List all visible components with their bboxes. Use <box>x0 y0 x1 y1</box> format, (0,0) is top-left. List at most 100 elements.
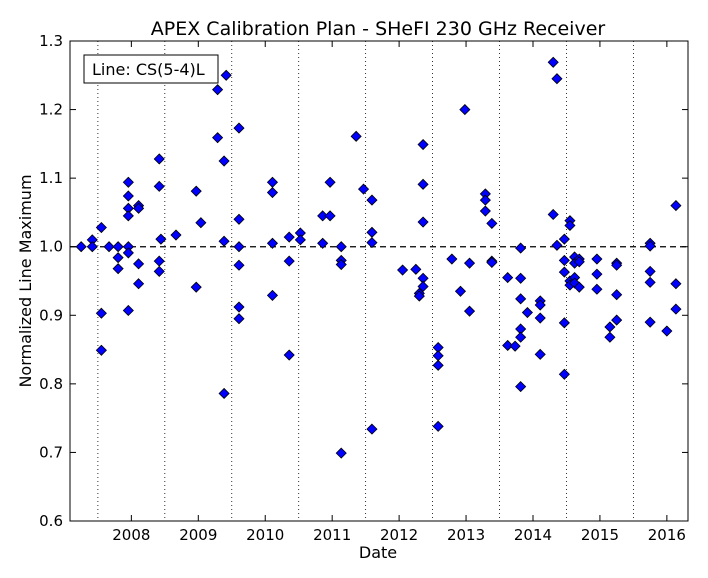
data-point <box>283 255 295 267</box>
data-point <box>515 272 527 284</box>
data-point <box>551 73 563 85</box>
data-point <box>534 348 546 360</box>
data-point <box>515 242 527 254</box>
y-tick-label: 0.7 <box>39 443 63 461</box>
data-point <box>479 194 491 206</box>
data-point <box>122 210 134 222</box>
data-point <box>558 266 570 278</box>
data-point <box>564 219 576 232</box>
data-point <box>95 344 107 356</box>
data-point <box>573 281 585 293</box>
data-point <box>233 122 245 134</box>
data-point <box>486 217 498 229</box>
data-point <box>335 258 347 271</box>
data-point <box>611 314 623 326</box>
x-tick-label: 2016 <box>648 526 686 544</box>
y-axis-label: Normalized Line Maximum <box>16 174 35 387</box>
data-point <box>335 241 347 253</box>
x-tick-label: 2013 <box>447 526 485 544</box>
data-point <box>463 305 476 317</box>
y-tick-label: 0.8 <box>39 375 63 393</box>
data-point <box>547 208 559 221</box>
data-point <box>233 213 245 225</box>
data-point <box>558 317 570 329</box>
data-point <box>502 272 514 284</box>
data-point <box>644 276 656 288</box>
data-point <box>195 217 207 229</box>
data-point <box>417 216 429 228</box>
data-point <box>670 200 682 212</box>
data-point <box>611 289 623 301</box>
data-point <box>294 234 306 246</box>
data-point <box>446 253 458 265</box>
data-point <box>212 84 224 96</box>
data-point <box>509 340 521 352</box>
data-point <box>324 210 336 222</box>
x-tick-label: 2014 <box>514 526 552 544</box>
data-point <box>558 254 570 266</box>
data-point <box>283 349 295 361</box>
data-point <box>417 280 429 293</box>
y-tick-label: 1.3 <box>39 32 63 50</box>
data-point <box>515 381 527 393</box>
data-point <box>95 221 107 234</box>
data-point <box>233 301 245 313</box>
x-tick-label: 2009 <box>179 526 217 544</box>
data-point <box>366 194 378 206</box>
data-points <box>75 56 682 459</box>
data-point <box>410 263 422 275</box>
data-point <box>153 180 165 192</box>
data-point <box>486 256 498 269</box>
data-point <box>233 313 245 325</box>
data-point <box>366 423 378 435</box>
data-point <box>521 306 533 319</box>
data-point <box>317 237 329 249</box>
data-point <box>317 210 329 222</box>
data-point <box>644 265 656 277</box>
data-point <box>266 186 279 199</box>
annotation-box: Line: CS(5-4)L <box>83 54 219 84</box>
data-point <box>463 257 476 269</box>
data-point <box>417 138 429 151</box>
data-point <box>218 235 230 247</box>
data-point <box>218 387 230 400</box>
data-point <box>413 290 425 302</box>
y-tick-label: 0.9 <box>39 306 63 324</box>
data-point <box>547 56 559 68</box>
data-point <box>122 247 134 259</box>
data-point <box>350 130 362 142</box>
data-point <box>459 104 471 116</box>
data-point <box>661 325 673 337</box>
data-point <box>133 202 145 214</box>
data-point <box>611 259 623 271</box>
data-point <box>190 185 202 197</box>
data-point <box>95 307 107 319</box>
data-point <box>218 155 230 167</box>
data-point <box>233 241 245 253</box>
data-point <box>212 132 224 144</box>
data-point <box>670 303 682 315</box>
x-axis-label: Date <box>359 543 397 562</box>
data-point <box>515 293 527 305</box>
plot-frame <box>69 40 689 522</box>
x-tick-label: 2010 <box>246 526 284 544</box>
data-point <box>432 420 444 432</box>
data-point <box>417 178 429 190</box>
data-point <box>670 278 682 290</box>
data-point <box>133 258 145 270</box>
data-point <box>591 268 603 280</box>
data-point <box>534 312 546 324</box>
x-tick-label: 2008 <box>112 526 150 544</box>
data-point <box>397 264 409 276</box>
y-tick-label: 1.2 <box>39 101 63 119</box>
data-point <box>133 278 145 290</box>
data-point <box>112 252 124 264</box>
data-point <box>283 231 295 243</box>
data-point <box>551 239 563 251</box>
data-point <box>86 241 98 253</box>
data-point <box>266 237 279 249</box>
data-point <box>220 69 232 81</box>
data-point <box>534 299 546 311</box>
data-point <box>75 241 87 253</box>
